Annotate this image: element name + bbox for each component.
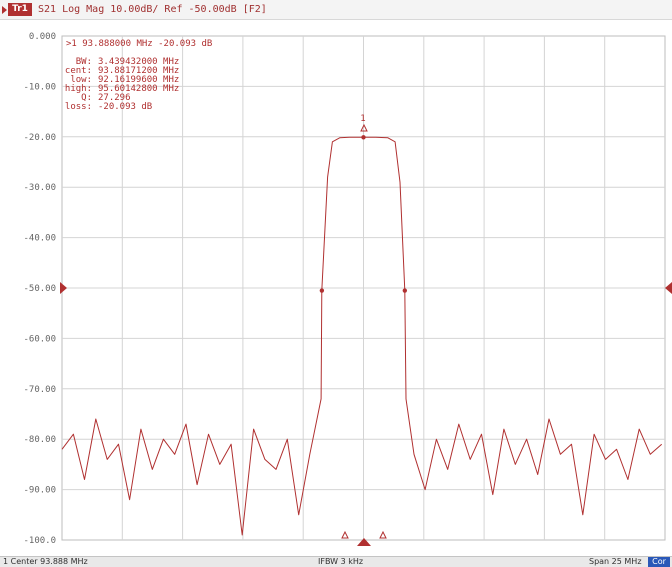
stimulus-center-icon[interactable] [357, 538, 371, 546]
status-bar: 1 Center 93.888 MHz IFBW 3 kHz Span 25 M… [0, 556, 672, 567]
marker-point[interactable] [402, 288, 408, 293]
stimulus-marker-low-icon[interactable] [341, 530, 349, 539]
marker-number: 1 [360, 114, 365, 124]
stat-value: 93.88171200 MHz [98, 66, 179, 76]
y-tick-label: -10.00 [23, 82, 56, 92]
ifbw-status[interactable]: IFBW 3 kHz [318, 557, 364, 566]
reference-level-left-icon[interactable] [60, 282, 67, 294]
active-marker-readout: >1 93.888000 MHz -20.093 dB [66, 39, 212, 49]
stat-label: cent: [65, 66, 92, 76]
stat-label: Q: [81, 93, 92, 103]
y-tick-label: -60.00 [23, 334, 56, 344]
y-axis-labels: 0.000 -10.00 -20.00 -30.00 -40.00 -50.00 -60.0… [23, 32, 56, 546]
trace-title-bar: Tr1 S21 Log Mag 10.00dB/ Ref -50.00dB [F… [0, 0, 672, 20]
stimulus-marker-high-icon[interactable] [379, 530, 387, 539]
marker-point[interactable] [319, 288, 325, 293]
stat-value: 27.296 [98, 93, 131, 103]
stat-value: 92.16199600 MHz [98, 75, 179, 85]
y-tick-label: 0.000 [29, 32, 56, 42]
stat-label: high: [65, 84, 92, 94]
y-tick-label: -90.00 [23, 486, 56, 496]
stat-label: BW: [76, 57, 92, 67]
trace-layer [61, 136, 663, 536]
marker-readout: >1 93.888000 MHz -20.093 dB BW: 3.439432… [65, 39, 212, 112]
trace-title[interactable]: S21 Log Mag 10.00dB/ Ref -50.00dB [F2] [38, 4, 267, 15]
marker-1-triangle-icon[interactable] [360, 123, 368, 132]
stat-value: 3.439432000 MHz [98, 57, 179, 67]
trace-plot[interactable]: 0.000 -10.00 -20.00 -30.00 -40.00 -50.00 -60.0… [0, 20, 672, 556]
y-tick-label: -80.00 [23, 435, 56, 445]
active-channel-arrow-icon [2, 6, 7, 14]
y-tick-label: -70.00 [23, 385, 56, 395]
markers-layer [319, 135, 408, 293]
y-tick-label: -40.00 [23, 234, 56, 244]
center-frequency-status[interactable]: 1 Center 93.888 MHz [3, 557, 88, 566]
stat-value: -20.093 dB [98, 102, 152, 112]
y-tick-label: -30.00 [23, 183, 56, 193]
stat-value: 95.60142800 MHz [98, 84, 179, 94]
marker-point[interactable] [361, 135, 366, 140]
grid [61, 35, 666, 541]
y-tick-label: -20.00 [23, 133, 56, 143]
y-tick-label: -100.0 [23, 536, 56, 546]
stat-label: low: [70, 75, 92, 85]
s21-trace-line [61, 136, 663, 536]
stat-label: loss: [65, 102, 92, 112]
trace-badge[interactable]: Tr1 [8, 3, 32, 16]
correction-badge[interactable]: Cor [648, 557, 670, 567]
y-tick-label: -50.00 [23, 284, 56, 294]
span-status[interactable]: Span 25 MHz [589, 557, 642, 566]
reference-level-right-icon[interactable] [665, 282, 672, 294]
